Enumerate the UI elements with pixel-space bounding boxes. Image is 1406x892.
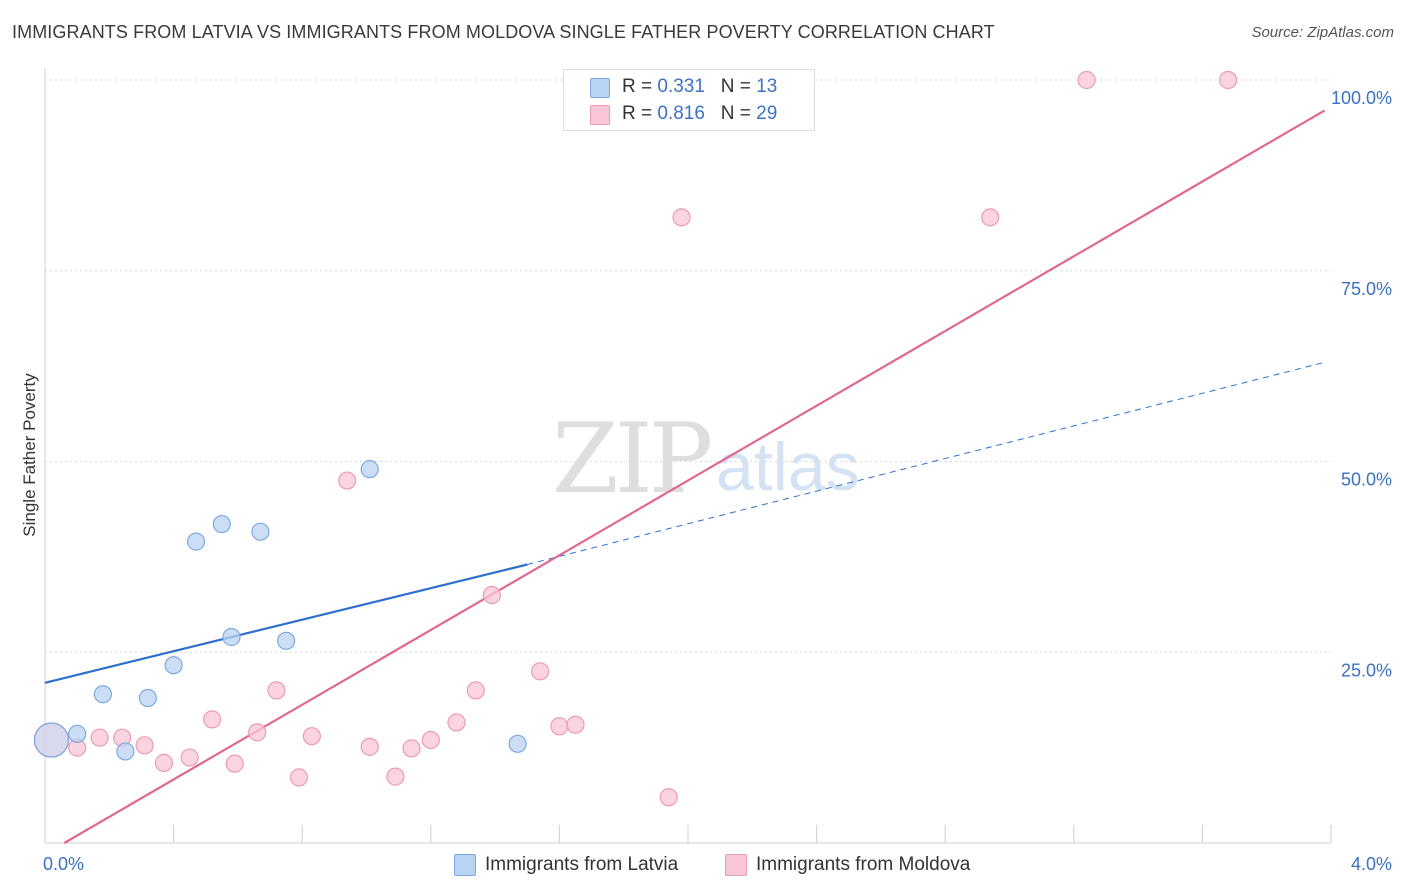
stats-legend: R = 0.331 N = 13 R = 0.816 N = 29 bbox=[563, 69, 815, 131]
point-latvia bbox=[93, 685, 112, 704]
point-moldova bbox=[1077, 70, 1096, 90]
point-moldova bbox=[135, 736, 154, 755]
point-latvia bbox=[251, 522, 270, 541]
point-moldova bbox=[386, 767, 405, 786]
point-latvia bbox=[222, 627, 241, 647]
n-label: N = bbox=[720, 76, 751, 97]
moldova-swatch bbox=[590, 105, 610, 125]
point-latvia bbox=[33, 722, 70, 758]
point-moldova bbox=[531, 662, 550, 681]
point-moldova bbox=[421, 730, 440, 750]
point-moldova bbox=[248, 723, 267, 742]
watermark-atlas: atlas bbox=[716, 429, 860, 505]
r-label: R = bbox=[622, 103, 653, 124]
y-axis-label: Single Father Poverty bbox=[20, 373, 39, 537]
point-latvia bbox=[212, 514, 231, 534]
y-tick-label: 75.0% bbox=[1341, 279, 1392, 299]
r-value-latvia: 0.331 bbox=[657, 76, 705, 97]
point-moldova bbox=[482, 585, 501, 605]
point-moldova bbox=[981, 208, 1000, 227]
point-latvia bbox=[164, 656, 183, 675]
point-moldova bbox=[447, 713, 466, 732]
point-moldova bbox=[402, 739, 421, 758]
point-moldova bbox=[90, 728, 109, 747]
point-moldova bbox=[550, 717, 569, 736]
point-latvia bbox=[187, 532, 206, 551]
point-moldova bbox=[154, 753, 174, 772]
point-moldova bbox=[180, 748, 199, 767]
trend-line-latvia-extension bbox=[527, 361, 1325, 565]
point-latvia bbox=[360, 460, 379, 479]
point-moldova bbox=[267, 681, 286, 700]
moldova-legend-swatch bbox=[725, 854, 747, 876]
point-latvia bbox=[277, 631, 296, 650]
point-moldova bbox=[1219, 70, 1238, 90]
point-latvia bbox=[116, 742, 135, 761]
trend-line-moldova bbox=[63, 109, 1326, 844]
y-tick-label: 25.0% bbox=[1341, 660, 1392, 680]
r-value-moldova: 0.816 bbox=[657, 103, 705, 124]
trend-lines bbox=[44, 109, 1326, 844]
chart-title: IMMIGRANTS FROM LATVIA VS IMMIGRANTS FRO… bbox=[12, 22, 995, 42]
x-tick-label: 0.0% bbox=[43, 854, 84, 874]
data-points bbox=[33, 70, 1238, 807]
point-moldova bbox=[338, 471, 357, 490]
series-legend: Immigrants from Latvia Immigrants from M… bbox=[0, 850, 1406, 880]
point-moldova bbox=[466, 681, 485, 700]
point-moldova bbox=[659, 788, 678, 807]
point-moldova bbox=[203, 710, 222, 729]
r-label: R = bbox=[622, 76, 653, 97]
tick-labels: 25.0% 50.0% 75.0% 100.0% 0.0% 4.0% bbox=[43, 88, 1392, 874]
n-value-moldova: 29 bbox=[756, 103, 778, 124]
y-tick-label: 100.0% bbox=[1331, 88, 1392, 108]
grid bbox=[45, 79, 1331, 653]
point-moldova bbox=[225, 754, 244, 773]
n-label: N = bbox=[720, 103, 751, 124]
n-value-latvia: 13 bbox=[756, 76, 778, 97]
point-moldova bbox=[289, 768, 309, 787]
watermark-zip: ZIP bbox=[552, 403, 711, 515]
trend-line-latvia bbox=[44, 563, 528, 684]
point-latvia bbox=[138, 688, 157, 708]
legend-label-moldova: Immigrants from Moldova bbox=[756, 854, 971, 875]
legend-label-latvia: Immigrants from Latvia bbox=[485, 854, 679, 875]
latvia-legend-swatch bbox=[454, 854, 476, 876]
point-latvia bbox=[508, 734, 527, 753]
latvia-swatch bbox=[590, 78, 610, 98]
point-latvia bbox=[68, 724, 87, 743]
point-moldova bbox=[566, 715, 585, 734]
point-moldova bbox=[672, 208, 691, 227]
point-moldova bbox=[302, 727, 321, 746]
x-tick-label: 4.0% bbox=[1351, 854, 1392, 874]
source-label: Source: ZipAtlas.com bbox=[1251, 24, 1394, 41]
point-moldova bbox=[360, 737, 379, 756]
watermark: ZIP atlas bbox=[552, 403, 860, 515]
axes bbox=[44, 68, 1332, 844]
y-tick-label: 50.0% bbox=[1341, 470, 1392, 490]
